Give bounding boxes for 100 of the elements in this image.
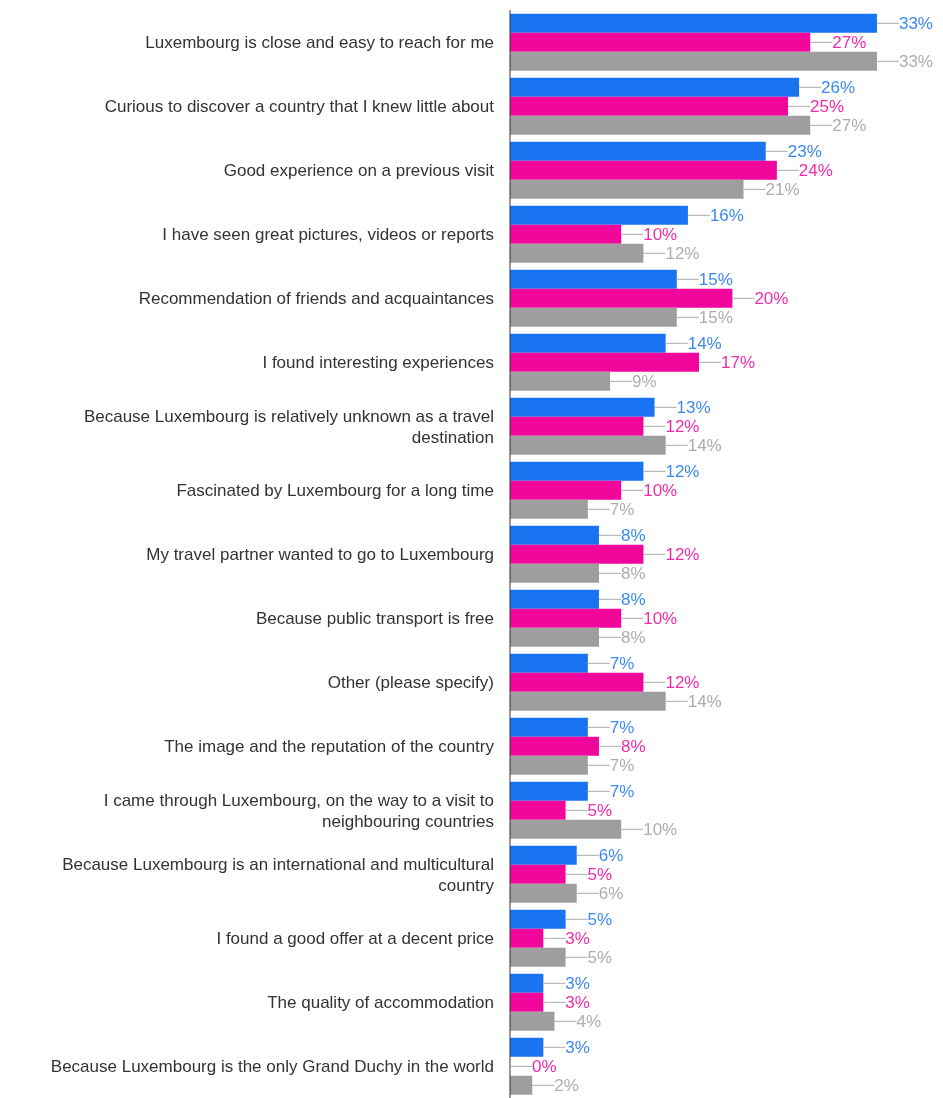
y-tick-label: I found interesting experiences (262, 352, 494, 372)
data-label: 8% (620, 525, 646, 545)
bar (510, 992, 544, 1012)
data-label: 10% (643, 819, 678, 839)
data-label: 27% (832, 32, 867, 52)
data-label: 10% (643, 608, 678, 628)
y-tick-label: Curious to discover a country that I knew little about (104, 96, 495, 116)
data-label: 12% (665, 544, 700, 564)
data-label: 12% (665, 243, 700, 263)
bar (510, 205, 688, 225)
data-label: 16% (709, 205, 744, 225)
data-label: 12% (665, 672, 700, 692)
bar (510, 928, 544, 948)
data-label: 14% (687, 691, 722, 711)
data-label: 5% (587, 909, 613, 929)
bar (510, 397, 655, 417)
data-label: 26% (821, 77, 856, 97)
data-label: 12% (665, 416, 700, 436)
bar (510, 864, 566, 884)
data-label: 7% (609, 781, 635, 801)
data-label: 3% (565, 973, 590, 993)
bar (510, 608, 622, 628)
y-tick-label: The quality of accommodation (267, 992, 494, 1012)
bar (510, 525, 599, 545)
data-label: 7% (609, 755, 635, 775)
data-label: 5% (587, 947, 613, 967)
data-label: 20% (754, 288, 789, 308)
bar (510, 160, 777, 180)
data-label: 7% (609, 653, 635, 673)
bar (510, 77, 800, 97)
data-label: 7% (609, 499, 635, 519)
y-tick-label: I came through Luxembourg, on the way to a visit to neighbouring countries (103, 790, 494, 830)
data-label: 14% (687, 435, 722, 455)
bar (510, 800, 566, 820)
data-label: 15% (698, 269, 733, 289)
data-label: 6% (598, 845, 624, 865)
bar (510, 416, 644, 436)
bar (510, 461, 644, 481)
y-tick-label: Because Luxembourg is relatively unknown as a travel destination (83, 406, 494, 446)
data-label: 5% (587, 864, 613, 884)
data-label: 8% (620, 627, 646, 647)
bar (510, 288, 733, 308)
data-label: 0% (532, 1056, 557, 1076)
bar (510, 13, 877, 33)
bar (510, 333, 666, 353)
data-label: 8% (620, 736, 646, 756)
y-tick-label: The image and the reputation of the country (164, 736, 495, 756)
data-label: 17% (721, 352, 756, 372)
bar (510, 589, 599, 609)
data-label: 4% (576, 1011, 602, 1031)
data-label: 3% (565, 1037, 590, 1057)
y-tick-label: Because Luxembourg is the only Grand Duchy in the world (50, 1056, 494, 1076)
data-label: 14% (687, 333, 722, 353)
y-tick-label: Other (please specify) (327, 672, 494, 692)
bar (510, 1037, 544, 1057)
data-label: 8% (620, 589, 646, 609)
bar (510, 973, 544, 993)
data-label: 10% (643, 224, 678, 244)
data-label: 33% (898, 51, 933, 71)
bar (510, 909, 566, 929)
bar (510, 480, 622, 500)
bar (510, 96, 788, 116)
data-label: 33% (898, 13, 933, 33)
y-tick-label: Because Luxembourg is an international and multicultural country (62, 854, 495, 894)
data-label: 5% (587, 800, 613, 820)
y-tick-label: I found a good offer at a decent price (216, 928, 494, 948)
bar (510, 781, 588, 801)
y-tick-label: Recommendation of friends and acquaintances (138, 288, 494, 308)
data-label: 3% (565, 928, 590, 948)
data-label: 9% (632, 371, 657, 391)
data-label: 15% (698, 307, 733, 327)
bar (510, 224, 622, 244)
y-tick-label: Fascinated by Luxembourg for a long time (176, 480, 494, 500)
data-label: 8% (620, 563, 646, 583)
bar (510, 544, 644, 564)
data-label: 6% (598, 883, 624, 903)
data-label: 7% (609, 717, 635, 737)
data-label: 27% (832, 115, 867, 135)
bar (510, 717, 588, 737)
y-tick-label: Because public transport is free (255, 608, 494, 628)
bar (510, 141, 766, 161)
y-tick-label: My travel partner wanted to go to Luxembourg (146, 544, 494, 564)
y-tick-label: I have seen great pictures, videos or reports (162, 224, 494, 244)
bar (510, 672, 644, 692)
data-label: 25% (809, 96, 845, 116)
data-label: 23% (787, 141, 822, 161)
y-tick-label: Good experience on a previous visit (223, 160, 495, 180)
data-label: 12% (665, 461, 700, 481)
bar (510, 352, 700, 372)
data-label: 2% (554, 1075, 579, 1095)
bar (510, 269, 677, 289)
data-label: 10% (643, 480, 678, 500)
bar (510, 653, 588, 673)
data-label: 21% (765, 179, 800, 199)
bar (510, 32, 811, 52)
data-label: 24% (798, 160, 833, 180)
bar (510, 845, 577, 865)
bar (510, 736, 599, 756)
y-tick-label: Luxembourg is close and easy to reach for me (145, 32, 494, 52)
data-label: 13% (676, 397, 711, 417)
